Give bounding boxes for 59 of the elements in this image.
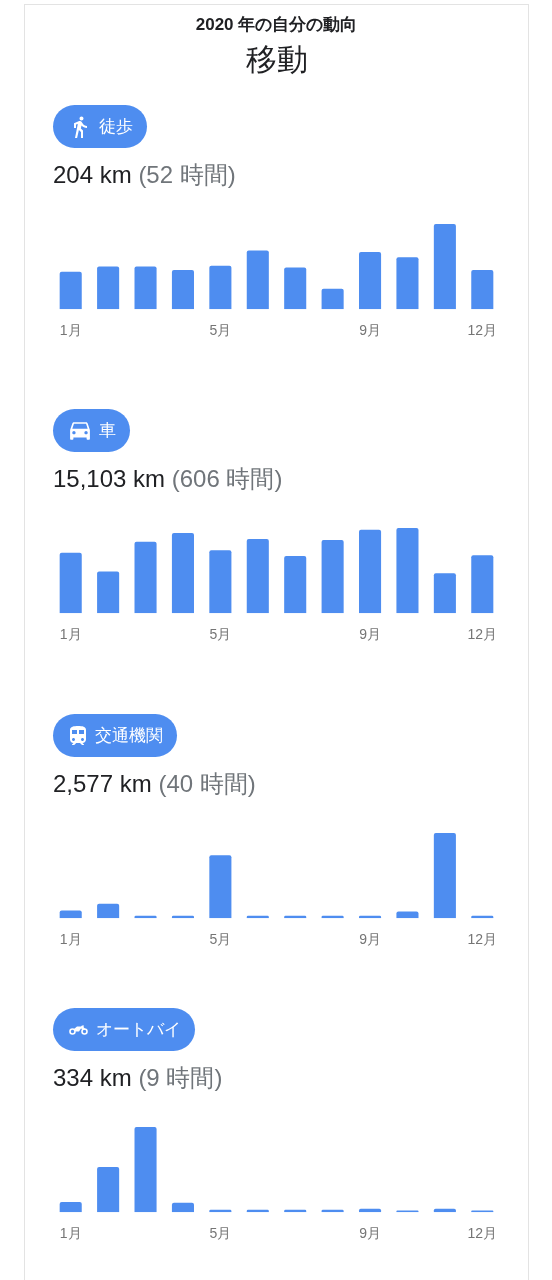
chart-title: オートバイ <box>96 1018 181 1041</box>
bar <box>321 288 344 310</box>
bar <box>171 1202 194 1213</box>
bar <box>359 252 382 310</box>
x-tick-label: 1月 <box>59 931 82 948</box>
bar <box>171 270 194 310</box>
x-tick-label: 12月 <box>467 931 498 948</box>
x-tick-label: 12月 <box>467 322 498 339</box>
bar <box>97 266 120 310</box>
bar <box>471 270 494 310</box>
bar <box>284 267 307 310</box>
chart-title: 車 <box>99 419 116 442</box>
bar <box>284 556 307 614</box>
bar <box>209 265 232 310</box>
x-tick-label: 5月 <box>209 626 232 643</box>
bar <box>59 552 82 614</box>
bar <box>209 855 232 919</box>
x-tick-label: 9月 <box>359 322 381 339</box>
bar <box>134 1127 157 1213</box>
x-tick-label: 1月 <box>59 626 82 643</box>
x-tick-label: 5月 <box>209 1225 232 1242</box>
bar <box>433 833 456 919</box>
bar <box>134 541 157 614</box>
bar <box>321 539 344 614</box>
bar <box>359 529 382 614</box>
x-tick-label: 1月 <box>59 1225 82 1242</box>
bar <box>134 266 157 310</box>
x-tick-label: 9月 <box>359 931 381 948</box>
x-tick-label: 1月 <box>59 322 82 339</box>
chart-title: 徒歩 <box>99 115 133 138</box>
text: 2020 年の自分の動向 <box>194 14 359 36</box>
x-tick-label: 12月 <box>467 626 498 643</box>
bar <box>97 1167 120 1213</box>
bar <box>396 528 419 614</box>
bar <box>59 910 82 919</box>
bar <box>396 911 419 919</box>
x-tick-label: 9月 <box>359 626 381 643</box>
chart-subtitle: 334 km (9 時間) <box>53 1064 223 1091</box>
bar <box>433 224 456 310</box>
bar <box>59 1201 82 1213</box>
bar <box>246 539 269 614</box>
bar <box>433 573 456 614</box>
bar <box>209 550 232 614</box>
x-tick-label: 9月 <box>359 1225 381 1242</box>
bar <box>59 271 82 310</box>
chart-subtitle: 204 km (52 時間) <box>53 161 236 188</box>
x-tick-label: 5月 <box>209 322 232 339</box>
bar <box>471 555 494 614</box>
chart-subtitle: 2,577 km (40 時間) <box>53 770 256 797</box>
bar <box>97 903 120 919</box>
bar <box>97 571 120 614</box>
bar <box>246 250 269 310</box>
bar <box>171 533 194 614</box>
chart-title: 交通機関 <box>95 724 163 747</box>
text: 移動 <box>244 41 309 79</box>
bar <box>396 257 419 310</box>
chart-subtitle: 15,103 km (606 時間) <box>53 465 283 492</box>
x-tick-label: 12月 <box>467 1225 498 1242</box>
x-tick-label: 5月 <box>209 931 232 948</box>
